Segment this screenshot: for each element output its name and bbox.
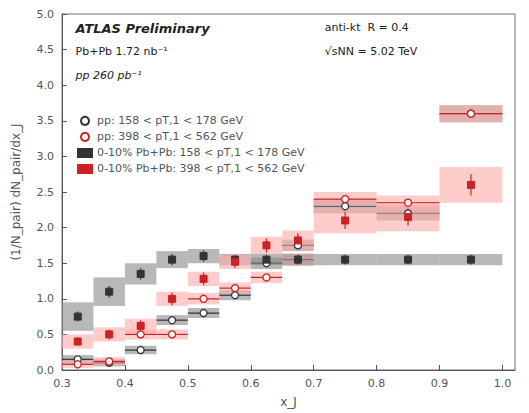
svg-text:1.0: 1.0 xyxy=(37,292,55,305)
svg-text:0.5: 0.5 xyxy=(37,328,55,341)
svg-text:3.5: 3.5 xyxy=(37,114,55,127)
svg-text:1.5: 1.5 xyxy=(37,257,55,270)
svg-text:√sNN = 5.02 TeV: √sNN = 5.02 TeV xyxy=(325,45,418,58)
svg-text:0-10% Pb+Pb: 158 < pT,1 < 178: 0-10% Pb+Pb: 158 < pT,1 < 178 GeV xyxy=(97,146,305,159)
svg-text:0.4: 0.4 xyxy=(116,377,134,390)
svg-text:x_J: x_J xyxy=(280,395,297,409)
svg-text:4.0: 4.0 xyxy=(37,79,55,92)
svg-text:pp 260 pb⁻¹: pp 260 pb⁻¹ xyxy=(75,69,142,82)
svg-text:ATLAS Preliminary: ATLAS Preliminary xyxy=(75,21,211,36)
svg-text:0.5: 0.5 xyxy=(179,377,197,390)
svg-text:4.5: 4.5 xyxy=(37,43,55,56)
svg-text:0.0: 0.0 xyxy=(37,364,55,377)
svg-text:0.7: 0.7 xyxy=(305,377,323,390)
svg-text:(1/N_pair) dN_pair/dx_J: (1/N_pair) dN_pair/dx_J xyxy=(9,123,23,260)
svg-text:2.0: 2.0 xyxy=(37,221,55,234)
svg-text:0-10% Pb+Pb: 398 < pT,1 < 562: 0-10% Pb+Pb: 398 < pT,1 < 562 GeV xyxy=(97,162,305,175)
svg-text:0.6: 0.6 xyxy=(242,377,260,390)
svg-text:0.8: 0.8 xyxy=(368,377,386,390)
svg-text:anti-kt R = 0.4: anti-kt R = 0.4 xyxy=(325,21,409,34)
svg-text:pp: 398 < pT,1 < 562 GeV: pp: 398 < pT,1 < 562 GeV xyxy=(97,130,244,143)
svg-text:1.0: 1.0 xyxy=(494,377,512,390)
svg-text:2.5: 2.5 xyxy=(37,186,55,199)
svg-text:3.0: 3.0 xyxy=(37,150,55,163)
svg-text:0.3: 0.3 xyxy=(53,377,71,390)
svg-text:pp: 158 < pT,1 < 178 GeV: pp: 158 < pT,1 < 178 GeV xyxy=(97,114,244,127)
svg-text:Pb+Pb 1.72 nb⁻¹: Pb+Pb 1.72 nb⁻¹ xyxy=(76,45,168,58)
svg-text:5.0: 5.0 xyxy=(37,8,55,21)
svg-text:0.9: 0.9 xyxy=(431,377,449,390)
